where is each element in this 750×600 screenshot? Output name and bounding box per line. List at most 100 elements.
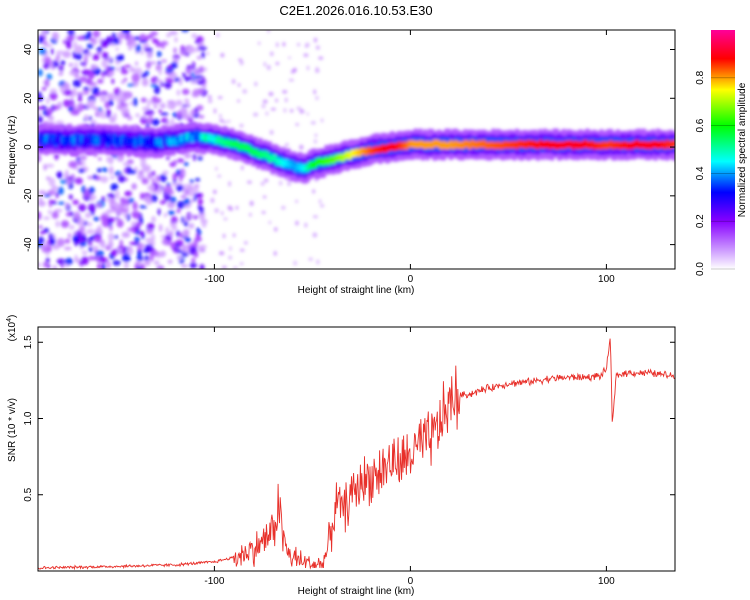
snr-axes: -100 0 100 0.5 1.0 1.5: [23, 327, 675, 587]
spectrogram-cell: [45, 257, 50, 264]
spectrogram-cell: [136, 137, 141, 146]
spectrogram-cell: [49, 137, 54, 145]
spectrogram-cell: [220, 52, 225, 58]
spectrogram-cell: [206, 133, 211, 142]
spectrogram-cell: [151, 215, 156, 223]
spectrogram-cell: [406, 140, 411, 148]
spectrogram-cell: [340, 154, 345, 162]
spectrogram-cell: [121, 231, 131, 238]
spectrogram-cell: [68, 160, 78, 169]
spectrogram-cell: [217, 96, 223, 100]
spectrogram-cell: [244, 143, 249, 152]
spectrogram-cell: [456, 141, 461, 149]
colorbar-tick-label: 0.2: [695, 214, 706, 228]
spectrogram-cell: [644, 142, 649, 150]
spectrogram-cell: [251, 148, 256, 157]
spectrogram-cell: [237, 143, 242, 151]
spectrogram-cell: [324, 156, 329, 164]
spectrogram-cell: [545, 140, 550, 148]
spectrogram-cell: [78, 225, 86, 234]
spectrogram-cell: [158, 109, 162, 114]
spectrogram-cell: [184, 204, 191, 209]
spectrogram-cell: [126, 247, 134, 256]
spectrogram-cell: [140, 97, 147, 103]
spectrogram-cell: [413, 140, 418, 149]
spectrogram-cell: [78, 161, 82, 165]
spectrogram-cell: [107, 92, 115, 102]
spectrogram-cell: [660, 140, 665, 148]
spectrogram-cell: [470, 139, 475, 147]
spectrogram-cell: [160, 234, 166, 239]
spectrogram-cell: [187, 46, 196, 54]
spectrogram-cell: [216, 135, 221, 144]
spectrogram-cell: [257, 41, 261, 45]
spectrogram-cell: [200, 51, 206, 59]
spectrogram-cell: [55, 120, 65, 126]
spectrogram-cell: [136, 254, 144, 262]
spectrogram-cell: [181, 216, 185, 224]
spectrogram-cell: [489, 141, 493, 149]
spectrogram-cell: [510, 141, 515, 149]
spectrogram-cell: [199, 133, 204, 141]
spectrogram-cell: [161, 239, 169, 245]
spectrogram-cell: [282, 90, 288, 94]
spectrogram-cell: [166, 137, 171, 146]
spectrogram-cell: [56, 134, 61, 143]
spectrogram-cell: [237, 83, 241, 87]
spectrogram-cell: [390, 142, 395, 151]
spectrogram-cell: [620, 141, 625, 150]
spectrogram-cell: [140, 263, 146, 269]
spectrogram-cell: [477, 140, 482, 148]
spectrogram-cell: [88, 115, 92, 121]
spectrogram-cell: [578, 141, 583, 149]
spectrogram-cell: [167, 259, 173, 264]
spectrogram-cell: [147, 184, 156, 192]
spectrogram-cell: [43, 193, 51, 198]
spectrogram-cell: [191, 33, 197, 39]
spectrogram-cell: [425, 140, 430, 149]
spectrogram-cell: [145, 138, 150, 147]
spectrogram-cell: [72, 235, 79, 243]
spectrogram-cell: [134, 67, 143, 75]
spectrogram-cell: [38, 190, 47, 195]
spectrogram-cell: [50, 47, 54, 55]
spectrogram-cell: [39, 196, 43, 203]
spectrogram-cell: [228, 140, 232, 148]
spectrogram-cell: [144, 260, 151, 266]
spectrogram-cell: [427, 141, 432, 149]
spectrogram-cell: [56, 238, 65, 247]
spectrogram-cell: [355, 148, 359, 156]
spectrogram-cell: [243, 241, 248, 245]
spectrogram-cell: [313, 138, 318, 144]
spectrogram-cell: [190, 199, 195, 203]
spectrogram-cell: [333, 154, 338, 162]
spectrogram-cell: [371, 146, 376, 155]
spectrogram-cell: [211, 135, 216, 143]
spectrogram-cell: [229, 246, 232, 251]
spectrogram-cell: [169, 138, 174, 146]
spectrogram-cell: [100, 242, 106, 249]
spectrogram-cell: [239, 262, 244, 266]
spectrogram-cell: [261, 103, 266, 109]
spectrogram-cell: [159, 139, 164, 147]
spectrogram-cell: [57, 201, 65, 205]
spectrogram-cell: [319, 157, 324, 166]
spectrogram-cell: [601, 141, 606, 149]
spectrogram-cell: [56, 171, 63, 179]
spectrogram-cell: [127, 197, 135, 204]
spectrogram-cell: [632, 140, 637, 149]
spectrogram-cell: [49, 91, 58, 101]
spectrogram-cell: [116, 67, 120, 72]
spectrogram-cell: [41, 244, 50, 248]
spectrogram-cell: [218, 251, 225, 256]
spectrogram-cell: [65, 136, 70, 144]
spectrogram-cell: [317, 157, 322, 165]
snr-xlabel: Height of straight line (km): [298, 586, 415, 597]
spectrogram-cell: [93, 234, 102, 243]
spectrogram-cell: [77, 93, 83, 103]
spectrogram-cell: [181, 113, 189, 120]
spectrogram-cell: [176, 135, 181, 143]
spectrogram-noise: [38, 30, 325, 269]
spectrogram-cell: [82, 49, 90, 55]
spectrogram-cell: [153, 104, 157, 109]
